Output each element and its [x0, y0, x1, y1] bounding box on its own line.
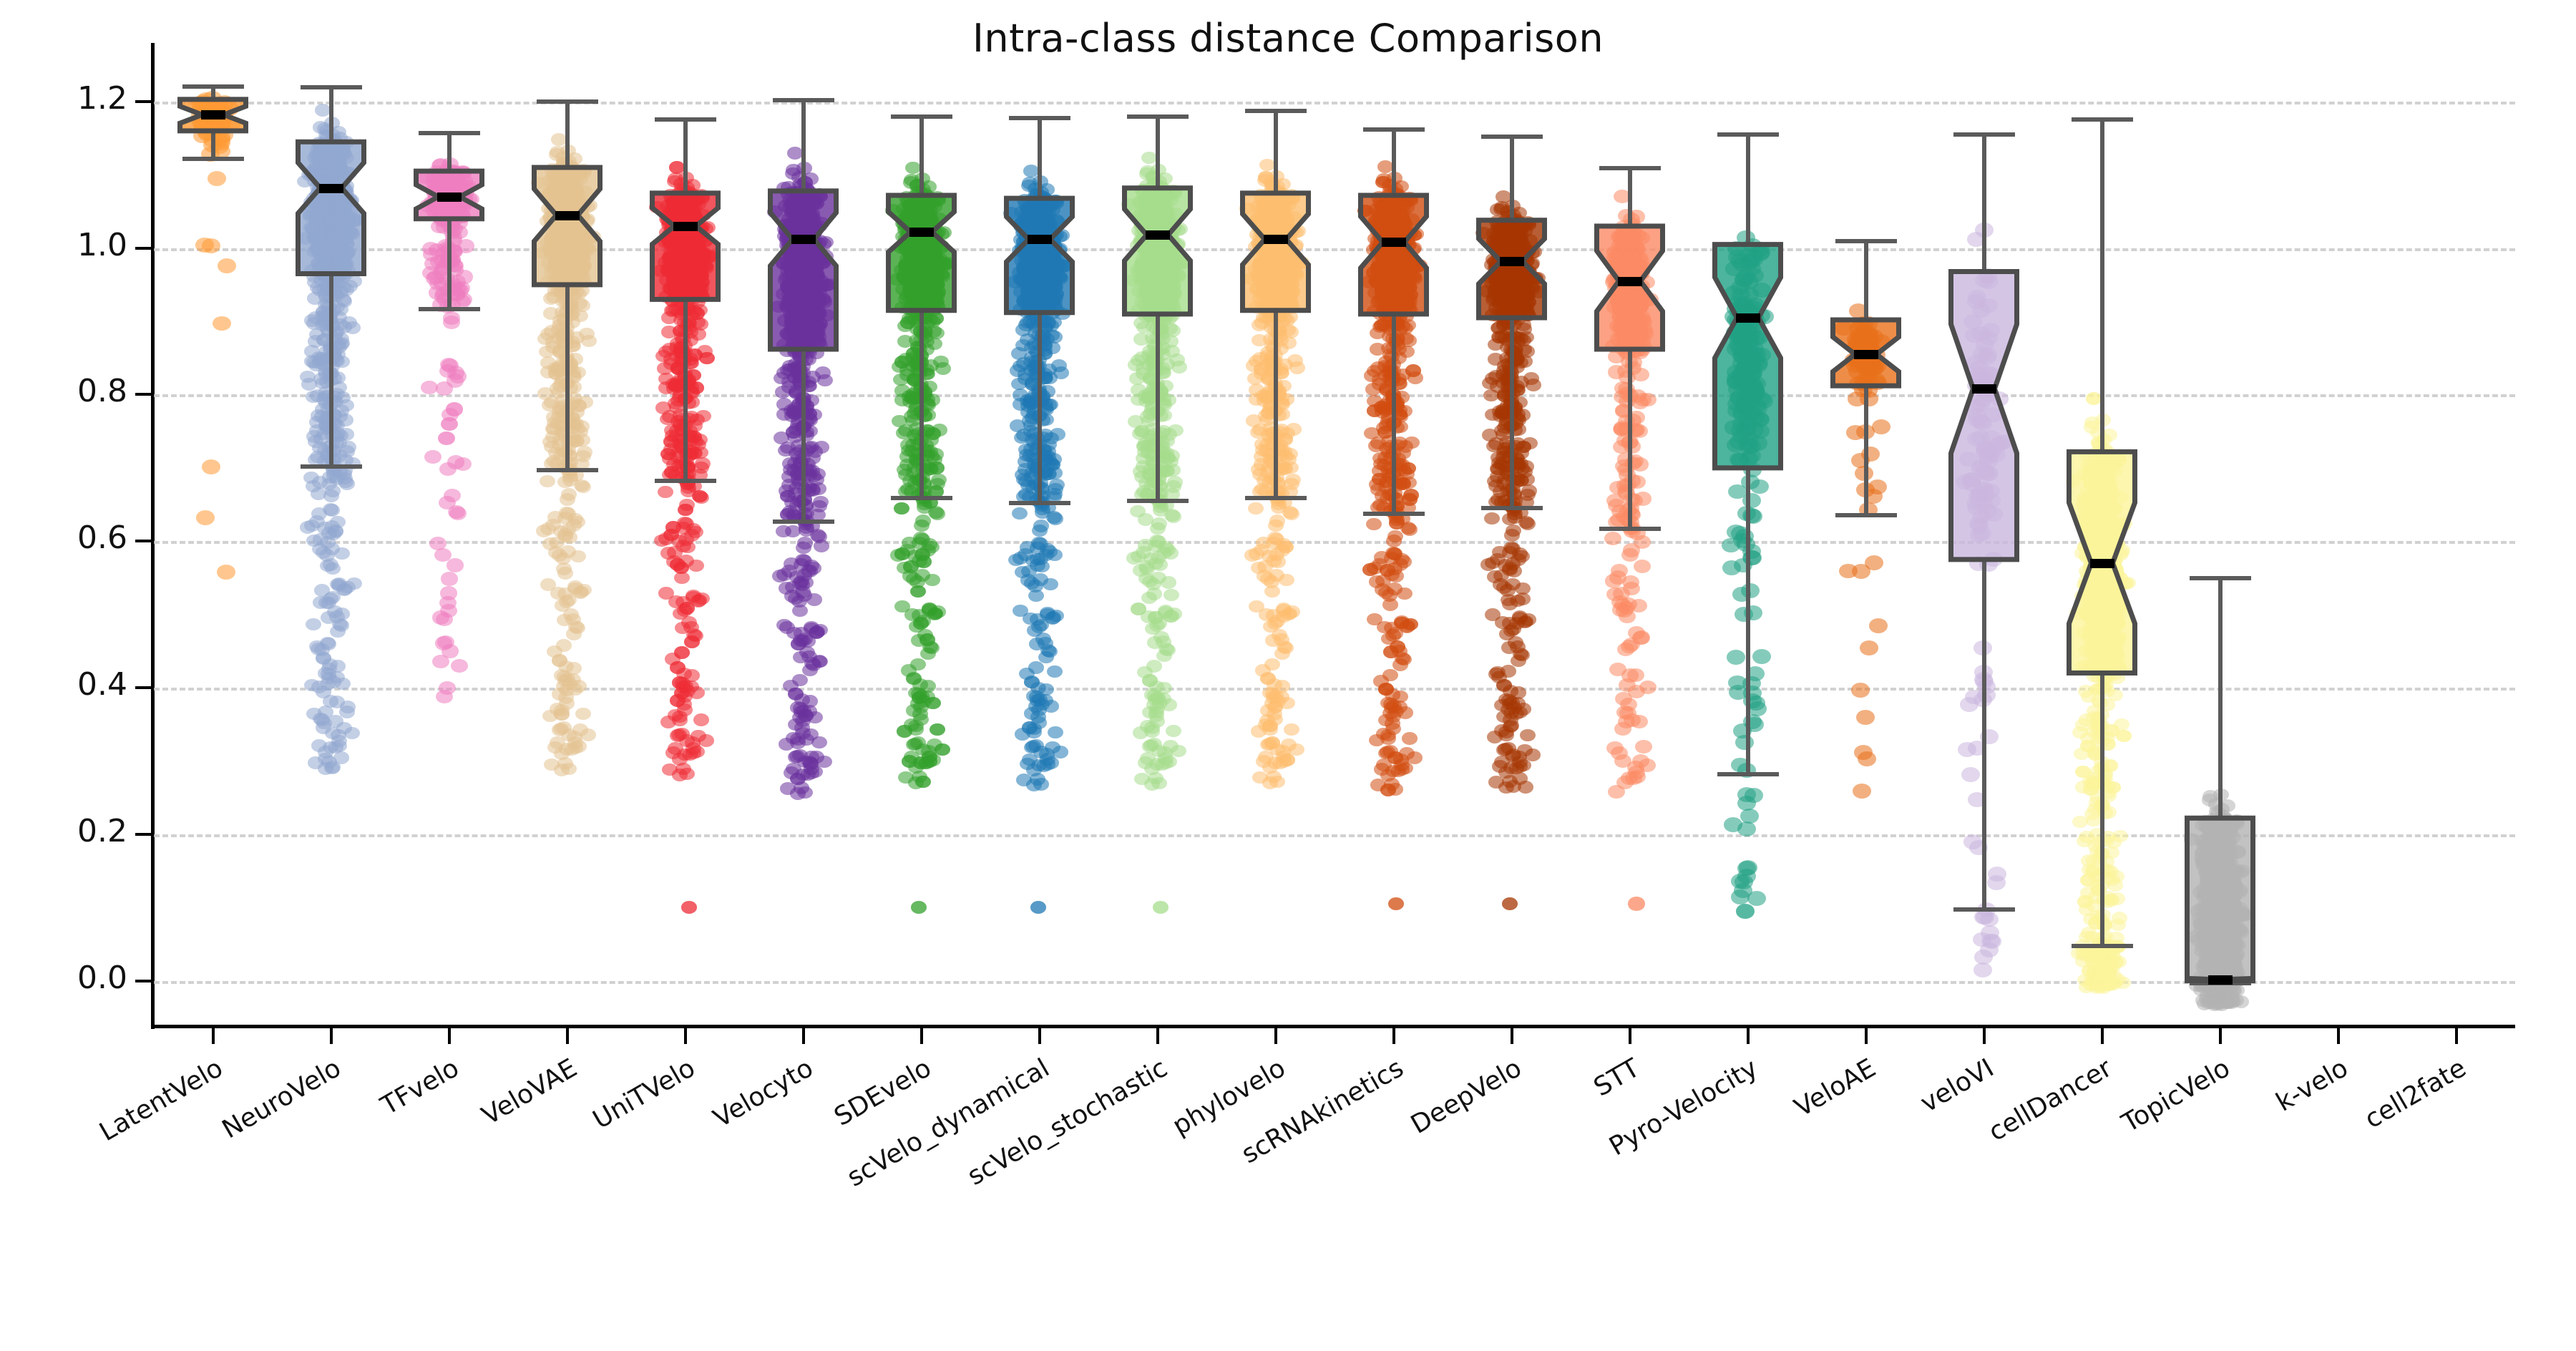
boxplot-group-velovae[interactable] [508, 43, 626, 1025]
gridline [154, 248, 2515, 251]
chart-canvas: Intra-class distance Comparison Intra-cl… [0, 16, 2515, 1193]
median-line [200, 110, 225, 120]
plot-area [154, 43, 2515, 1025]
boxplot-group-unitvelo[interactable] [626, 43, 744, 1025]
gridline [154, 688, 2515, 691]
data-point [207, 170, 226, 186]
median-line [436, 192, 462, 202]
chart-title: Intra-class distance Comparison [972, 16, 1604, 61]
box[interactable] [154, 43, 272, 1025]
gridline [154, 541, 2515, 545]
whisker-cap-lower [182, 156, 244, 161]
gridline [154, 980, 2515, 984]
boxplot-group-velocyto[interactable] [744, 43, 862, 1025]
gridline [154, 101, 2515, 104]
boxplot-group-tfvelo[interactable] [390, 43, 508, 1025]
boxplot-group-neurovelo[interactable] [272, 43, 390, 1025]
box[interactable] [508, 43, 626, 1025]
boxplot-group-latentvelo[interactable] [154, 43, 272, 1025]
y-axis-spine [151, 43, 155, 1029]
median-line [555, 210, 580, 220]
data-point [195, 510, 215, 526]
box[interactable] [390, 43, 508, 1025]
data-point [217, 565, 236, 580]
data-point [201, 459, 220, 474]
median-line [318, 183, 343, 193]
whisker-upper [210, 84, 215, 99]
data-point [213, 316, 232, 331]
box[interactable] [626, 43, 744, 1025]
boxplot-group-sdevelo[interactable] [862, 43, 980, 1025]
median-line [673, 221, 698, 231]
gridline [154, 394, 2515, 398]
x-axis-spine [151, 1025, 2515, 1028]
box[interactable] [744, 43, 862, 1025]
median-line [791, 235, 816, 245]
gridline [154, 834, 2515, 837]
whisker-cap-upper [182, 84, 244, 89]
whisker-lower [210, 130, 215, 157]
data-point [202, 238, 221, 253]
data-point [217, 258, 236, 273]
